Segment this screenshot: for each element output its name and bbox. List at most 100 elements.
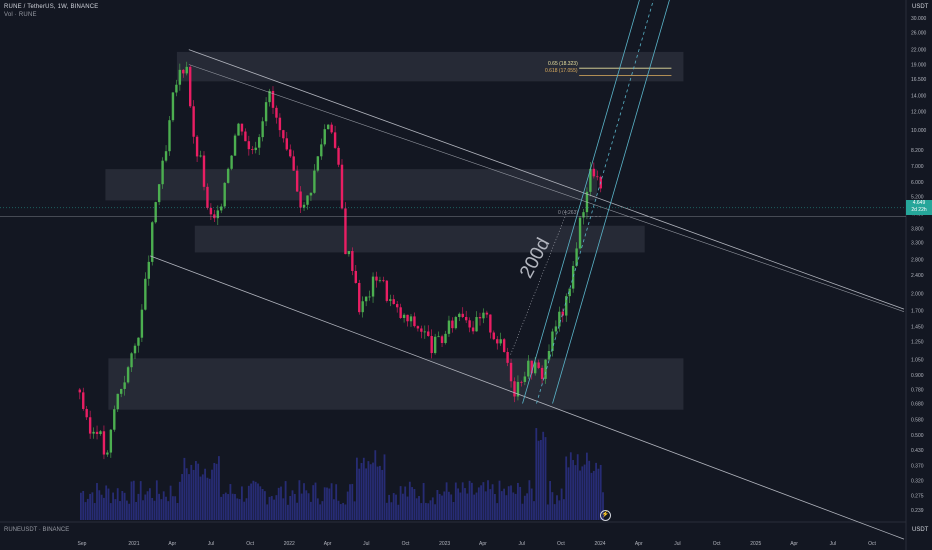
volume-bar — [540, 439, 542, 520]
volume-bar — [289, 496, 292, 520]
y-tick-label: 7.000 — [911, 164, 924, 170]
volume-bar — [360, 463, 363, 520]
volume-bar — [452, 501, 455, 520]
x-tick-label: 2025 — [750, 541, 761, 547]
candle-body — [257, 137, 261, 148]
candle-body — [423, 331, 426, 333]
candle-body — [168, 120, 171, 152]
y-tick-label: 19.000 — [911, 63, 927, 69]
candle-body — [271, 90, 275, 108]
volume-bar — [330, 483, 333, 520]
candle-body — [447, 320, 451, 334]
candle-body — [340, 164, 344, 209]
volume-bar — [385, 502, 388, 520]
volume-bar — [268, 496, 271, 520]
volume-bar — [431, 497, 434, 520]
volume-bar — [574, 465, 577, 520]
volume-bar — [390, 502, 393, 520]
volume-bar — [569, 452, 572, 520]
volume-bar — [374, 450, 377, 520]
candle-body — [223, 182, 226, 207]
y-tick-label: 0.370 — [911, 464, 924, 470]
volume-bar — [553, 504, 556, 520]
volume-bar — [450, 494, 453, 520]
candle-body — [354, 270, 357, 283]
candle-body — [289, 149, 292, 157]
candle-body — [399, 307, 402, 318]
candle-body — [575, 248, 578, 266]
candle-body — [444, 333, 447, 343]
volume-bar — [155, 480, 158, 520]
volume-bar — [544, 437, 547, 520]
x-tick-label: 2024 — [594, 541, 605, 547]
volume-bar — [234, 494, 236, 520]
candle-body — [502, 339, 506, 352]
volume-bar — [98, 490, 101, 520]
candle-body — [264, 102, 268, 122]
x-tick-label: Sep — [78, 541, 87, 547]
candle-body — [402, 314, 406, 318]
candle-body — [375, 276, 378, 281]
candle-body — [116, 393, 119, 410]
volume-bar — [300, 493, 303, 520]
volume-bar — [236, 498, 239, 520]
volume-bar — [464, 488, 466, 520]
candle-body — [106, 452, 109, 455]
volume-bar — [411, 487, 413, 520]
candle-body — [295, 170, 299, 192]
candle-body — [261, 121, 264, 138]
fib-0-label: 0 (4.263) — [558, 210, 579, 216]
candle-body — [413, 316, 416, 327]
candle-body — [147, 261, 150, 279]
volume-bar — [376, 466, 379, 520]
candle-body — [406, 314, 409, 322]
candle-body — [475, 317, 478, 332]
candle-body — [140, 309, 144, 338]
volume-bar — [505, 495, 508, 520]
candle-body — [392, 299, 395, 305]
currency-label-bottom: USDT — [912, 527, 929, 533]
candle-body — [88, 417, 92, 434]
volume-bar — [305, 490, 308, 520]
volume-bar — [482, 482, 485, 520]
volume-bar — [597, 468, 600, 520]
volume-bar — [96, 483, 98, 520]
volume-bar — [349, 484, 351, 520]
y-tick-label: 0.239 — [911, 508, 924, 514]
candle-body — [85, 408, 88, 418]
candle-body — [395, 304, 399, 308]
volume-bar — [558, 500, 561, 520]
y-tick-label: 26.000 — [911, 31, 927, 37]
y-tick-label: 0.320 — [911, 478, 924, 484]
volume-bar — [438, 494, 441, 520]
volume-bar — [592, 470, 595, 520]
x-tick-label: Oct — [402, 541, 410, 547]
volume-bar — [351, 483, 354, 520]
volume-bar — [130, 481, 133, 520]
volume-bar — [245, 498, 248, 520]
candle-body — [171, 92, 175, 121]
volume-bar — [316, 498, 319, 520]
last-price-value: 4.649 — [912, 200, 926, 206]
volume-bar — [312, 485, 315, 520]
candle-body — [251, 149, 254, 151]
volume-bar — [151, 497, 154, 520]
volume-bar — [142, 500, 144, 520]
y-tick-label: 5.200 — [911, 194, 924, 200]
candle-body — [458, 313, 461, 318]
volume-bar — [185, 468, 188, 520]
x-tick-label: Apr — [168, 541, 176, 547]
volume-bar — [517, 482, 519, 520]
candle-body — [202, 155, 206, 187]
y-tick-label: 0.500 — [911, 433, 924, 439]
volume-bar — [356, 457, 358, 520]
x-tick-label: Apr — [790, 541, 798, 547]
candle-body — [237, 123, 240, 136]
alert-bolt-icon[interactable]: ⚡ — [600, 510, 611, 521]
volume-bar — [319, 504, 321, 520]
volume-bar — [158, 493, 160, 520]
volume-bar — [206, 477, 209, 520]
candle-body — [530, 360, 533, 374]
candle-body — [99, 431, 102, 435]
